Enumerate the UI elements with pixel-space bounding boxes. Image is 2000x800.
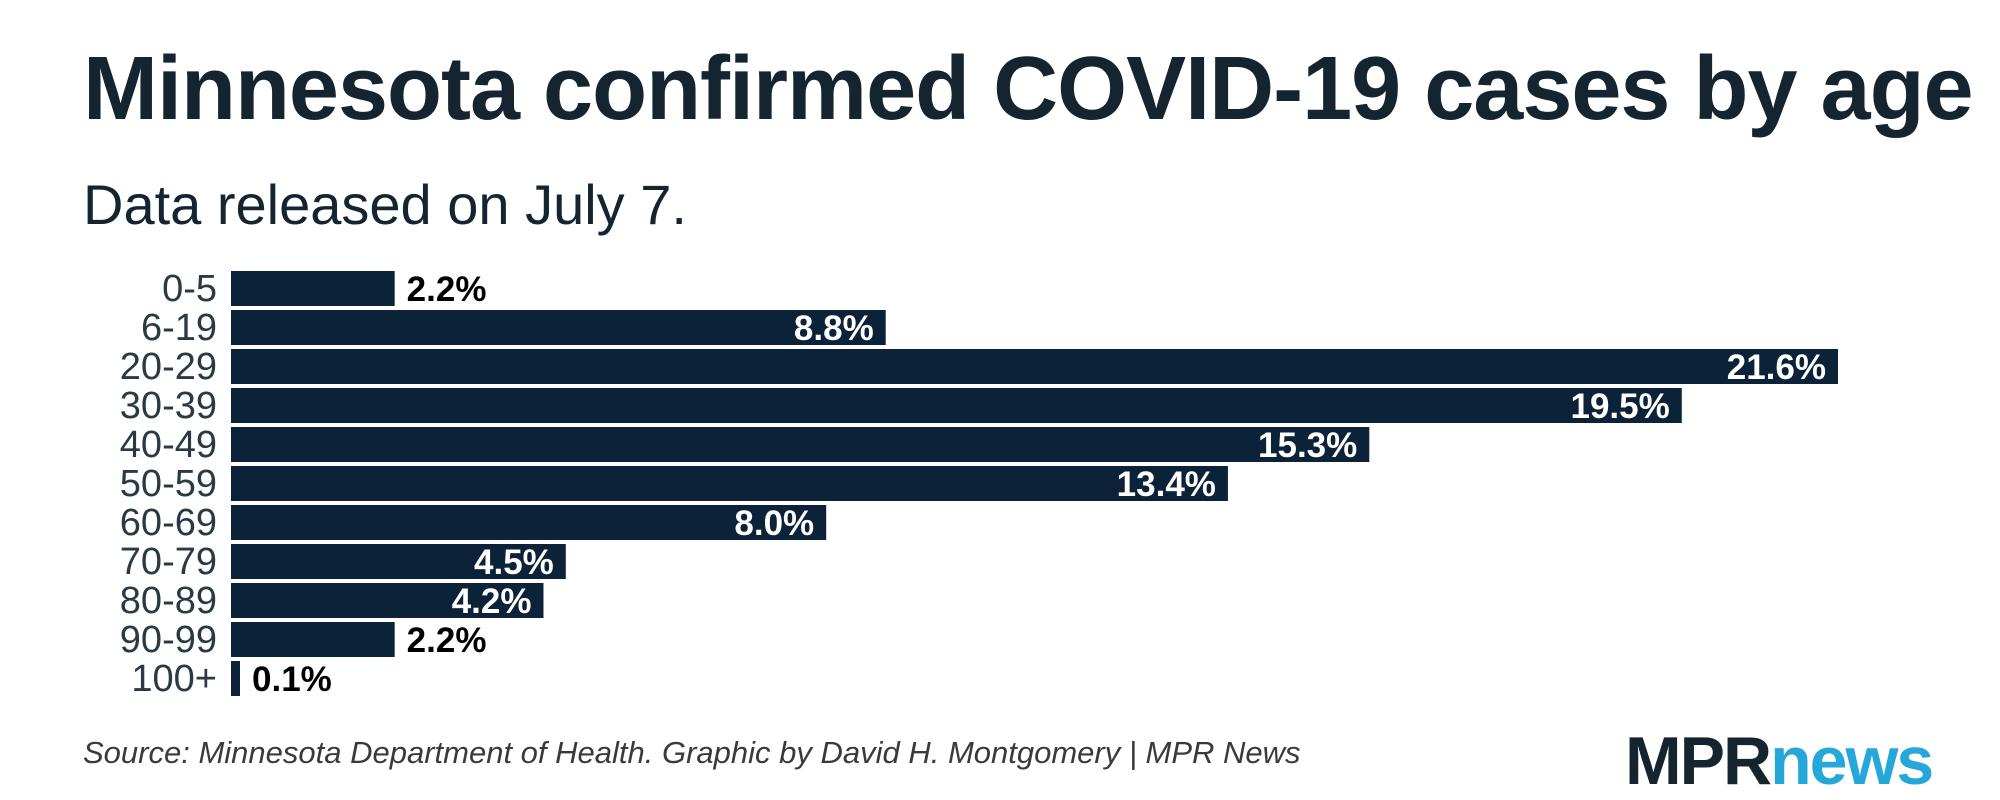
category-label: 100+ xyxy=(131,658,217,700)
bar-0-5 xyxy=(231,271,395,306)
value-label: 21.6% xyxy=(1727,348,1826,387)
chart-subtitle: Data released on July 7. xyxy=(83,173,687,236)
logo-news: news xyxy=(1770,723,1934,799)
bar-chart: 0-5 2.2% 6-19 8.8% 20-29 21.6% 30-39 19.5% 40-49… xyxy=(120,268,1838,700)
category-label: 6-19 xyxy=(141,307,217,349)
value-label: 13.4% xyxy=(1117,465,1216,504)
bar-70-79 xyxy=(231,544,566,579)
value-label: 4.2% xyxy=(452,582,532,621)
logo-mpr: MPR xyxy=(1625,723,1772,799)
category-label: 30-39 xyxy=(120,385,217,427)
bar-20-29 xyxy=(231,349,1838,384)
bar-100+ xyxy=(231,661,240,696)
bar-90-99 xyxy=(231,622,395,657)
mpr-news-logo[interactable]: MPRnews xyxy=(1625,722,1934,800)
bar-30-39 xyxy=(231,388,1682,423)
value-label: 8.0% xyxy=(734,504,814,543)
chart-title: Minnesota confirmed COVID-19 cases by ag… xyxy=(83,39,1974,139)
bar-40-49 xyxy=(231,427,1370,462)
bar-50-59 xyxy=(231,466,1228,501)
category-label: 20-29 xyxy=(120,346,217,388)
value-label: 2.2% xyxy=(407,270,487,309)
bar-6-19 xyxy=(231,310,886,345)
value-label: 0.1% xyxy=(252,660,332,699)
category-label: 0-5 xyxy=(162,268,217,310)
value-label: 4.5% xyxy=(474,543,554,582)
source-credit: Source: Minnesota Department of Health. … xyxy=(83,735,1301,770)
category-label: 90-99 xyxy=(120,619,217,661)
value-label: 15.3% xyxy=(1258,426,1357,465)
category-label: 80-89 xyxy=(120,580,217,622)
bar-60-69 xyxy=(231,505,827,540)
category-label: 70-79 xyxy=(120,541,217,583)
category-label: 40-49 xyxy=(120,424,217,466)
value-label: 8.8% xyxy=(794,309,874,348)
value-label: 19.5% xyxy=(1571,387,1670,426)
category-label: 60-69 xyxy=(120,502,217,544)
value-label: 2.2% xyxy=(407,621,487,660)
category-label: 50-59 xyxy=(120,463,217,505)
bar-80-89 xyxy=(231,583,544,618)
